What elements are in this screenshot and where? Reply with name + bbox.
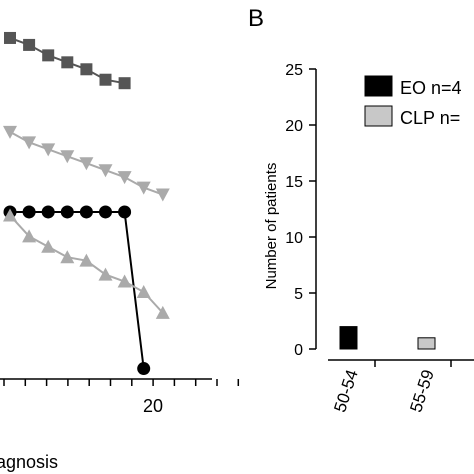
panel-a-point: [4, 31, 16, 44]
panel-a-point: [60, 150, 75, 164]
panel-a-point: [22, 205, 36, 219]
panel-b-y-tick-label: 15: [285, 174, 303, 191]
panel-a-point: [118, 77, 131, 90]
panel-a-x-axis-label: agnosis: [0, 452, 58, 472]
panel-b-label: B: [248, 5, 264, 32]
panel-a-point: [60, 250, 75, 264]
panel-b-bar-chart: B Number of patients 0 5 10 15 20 25 50-54 55-…: [248, 5, 474, 415]
panel-a-point: [117, 171, 132, 185]
panel-a-point: [98, 164, 113, 178]
panel-a-point: [117, 274, 132, 288]
panel-b-y-tick-label: 0: [294, 342, 303, 359]
panel-a-point: [23, 38, 36, 51]
panel-a-point: [42, 49, 55, 62]
panel-a-point: [79, 205, 93, 219]
panel-b-bar: [417, 337, 436, 350]
panel-a-point: [79, 157, 94, 171]
panel-a-point: [136, 285, 151, 298]
panel-a-point: [3, 208, 17, 222]
panel-a-point: [41, 143, 56, 157]
panel-a-point: [118, 205, 132, 219]
panel-b-legend-label: CLP n=: [400, 108, 460, 128]
panel-a-point: [99, 73, 112, 86]
panel-b-legend-swatch: [364, 75, 393, 97]
panel-b-y-tick-label: 10: [285, 230, 303, 247]
panel-a-point: [137, 362, 151, 376]
panel-a-point: [136, 181, 151, 195]
panel-a-point: [41, 239, 56, 253]
panel-a-point: [155, 305, 170, 319]
panel-b-legend-label: EO n=4: [400, 78, 462, 98]
panel-a-point: [80, 63, 93, 76]
panel-a-point: [155, 188, 170, 202]
panel-a-point: [22, 229, 37, 243]
panel-b-x-tick-label: 55-59: [406, 367, 438, 414]
panel-a-point: [60, 205, 74, 219]
panel-a-x-tick-20: 20: [143, 396, 163, 416]
panel-a-point: [41, 205, 55, 219]
panel-b-y-tick-label: 20: [285, 118, 303, 135]
panel-b-y-tick-label: 25: [285, 62, 303, 79]
panel-b-x-tick-label: 50-54: [330, 367, 362, 414]
panel-a-point: [98, 267, 113, 281]
panel-a-point: [61, 56, 74, 69]
panel-b-bar: [339, 326, 358, 350]
panel-b-y-tick-label: 5: [294, 286, 303, 303]
panel-b-legend-swatch: [364, 105, 393, 127]
panel-a-line-chart: 20 agnosis: [0, 31, 240, 472]
panel-b-y-axis-label: Number of patients: [263, 163, 280, 290]
panel-a-point: [99, 205, 112, 219]
panel-a-point: [22, 136, 37, 150]
panel-a-point: [3, 125, 17, 139]
panel-a-point: [79, 253, 94, 267]
